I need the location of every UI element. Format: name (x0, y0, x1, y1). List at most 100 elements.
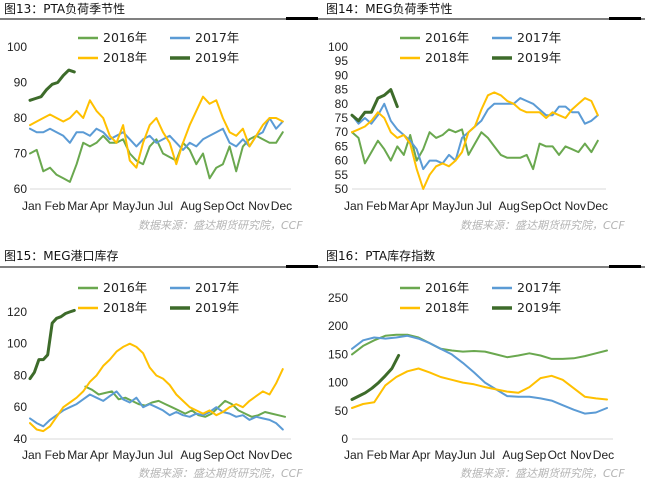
title-rule-accent (609, 17, 641, 20)
series-line-2019年 (28, 68, 76, 102)
x-tick-label: Sep (203, 199, 225, 213)
legend-label: 2017年 (517, 30, 561, 45)
x-tick-label: Oct (543, 199, 562, 213)
x-tick-label: Feb (366, 199, 387, 213)
x-tick-label: Sep (521, 199, 543, 213)
y-tick-label: 80 (335, 97, 349, 111)
legend-label: 2019年 (517, 50, 561, 65)
x-tick-label: Dec (593, 448, 614, 462)
y-tick-label: 50 (335, 182, 349, 196)
x-tick-label: Aug (498, 199, 519, 213)
x-tick-label: Aug (180, 199, 201, 213)
y-tick-label: 150 (328, 347, 348, 361)
y-tick-label: 65 (335, 139, 349, 153)
source-note: 数据来源：盛达期货研究院，CCF (138, 219, 303, 232)
y-tick-label: 85 (335, 83, 349, 97)
x-tick-label: Mar (389, 448, 410, 462)
x-tick-label: Dec (271, 448, 292, 462)
legend-label: 2018年 (103, 50, 147, 65)
series-line-2018年 (351, 91, 599, 190)
x-tick-label: May (434, 448, 457, 462)
x-tick-label: Sep (203, 448, 225, 462)
legend-label: 2018年 (103, 300, 147, 315)
x-tick-label: Apr (90, 199, 109, 213)
series-line-2018年 (29, 95, 284, 169)
legend-label: 2019年 (195, 50, 239, 65)
series-line-2016年 (351, 333, 608, 360)
source-note: 数据来源：盛达期货研究院，CCF (138, 467, 303, 480)
series-line-2017年 (29, 390, 284, 431)
y-tick-label: 55 (335, 168, 349, 182)
source-note: 数据来源：盛达期货研究院，CCF (460, 467, 625, 480)
series-line-2017年 (29, 117, 284, 151)
y-tick-label: 95 (335, 54, 349, 68)
y-tick-label: 100 (328, 40, 348, 54)
y-tick-label: 50 (335, 404, 349, 418)
series-line-2016年 (29, 131, 284, 183)
x-tick-label: Oct (548, 448, 567, 462)
x-tick-label: Apr (410, 199, 429, 213)
x-tick-label: Dec (271, 199, 292, 213)
x-tick-label: Jan (344, 199, 363, 213)
chart-panel-4: 图16：PTA库存指数 0 50 100 150 200 250 Jan Feb Mar Apr Ma… (322, 248, 645, 480)
x-tick-label: Apr (412, 448, 431, 462)
series-line-2018年 (351, 367, 608, 409)
x-tick-label: Sep (525, 448, 547, 462)
x-tick-label: Jun (454, 199, 473, 213)
y-tick-label: 0 (341, 432, 348, 446)
x-tick-label: Oct (226, 199, 245, 213)
chart-title: 图15：MEG港口库存 (4, 248, 119, 263)
legend-label: 2016年 (425, 30, 469, 45)
y-tick-label: 70 (335, 125, 349, 139)
y-tick-label: 200 (328, 319, 348, 333)
series-line-2019年 (350, 88, 399, 123)
x-tick-label: Nov (570, 448, 591, 462)
x-tick-label: Nov (248, 199, 269, 213)
x-tick-label: May (112, 199, 135, 213)
y-tick-label: 90 (335, 68, 349, 82)
legend-label: 2017年 (195, 280, 239, 295)
y-tick-label: 100 (7, 40, 27, 54)
x-tick-label: May (112, 448, 135, 462)
x-tick-label: Mar (67, 199, 88, 213)
y-tick-label: 100 (7, 337, 27, 351)
x-tick-label: Feb (45, 448, 66, 462)
x-tick-label: Jan (22, 448, 41, 462)
chart-title: 图14：MEG负荷季节性 (326, 2, 453, 16)
y-tick-label: 80 (14, 111, 28, 125)
chart-title: 图16：PTA库存指数 (326, 248, 435, 263)
x-tick-label: Aug (180, 448, 201, 462)
x-tick-label: Nov (565, 199, 586, 213)
legend-label: 2019年 (517, 300, 561, 315)
x-tick-label: May (432, 199, 455, 213)
series-line-2016年 (84, 385, 286, 418)
series-line-2018年 (29, 342, 284, 433)
x-tick-label: Jun (457, 448, 476, 462)
x-tick-label: Jul (158, 199, 173, 213)
x-tick-label: Feb (367, 448, 388, 462)
x-tick-label: Feb (45, 199, 66, 213)
title-rule-accent (609, 265, 641, 268)
x-tick-label: Jul (480, 448, 495, 462)
x-tick-label: Jul (158, 448, 173, 462)
x-tick-label: Aug (502, 448, 523, 462)
title-rule-accent (286, 17, 318, 20)
x-tick-label: Oct (226, 448, 245, 462)
y-tick-label: 60 (335, 154, 349, 168)
legend-label: 2017年 (517, 280, 561, 295)
y-tick-label: 60 (14, 182, 28, 196)
series-line-2016年 (351, 128, 599, 171)
y-tick-label: 100 (328, 376, 348, 390)
x-tick-label: Jun (135, 448, 154, 462)
x-tick-label: Mar (388, 199, 409, 213)
series-line-2019年 (28, 308, 76, 381)
chart-title: 图13：PTA负荷季节性 (4, 2, 125, 16)
y-tick-label: 70 (14, 147, 28, 161)
x-tick-label: Nov (248, 448, 269, 462)
x-tick-label: Jul (476, 199, 491, 213)
y-tick-label: 250 (328, 291, 348, 305)
